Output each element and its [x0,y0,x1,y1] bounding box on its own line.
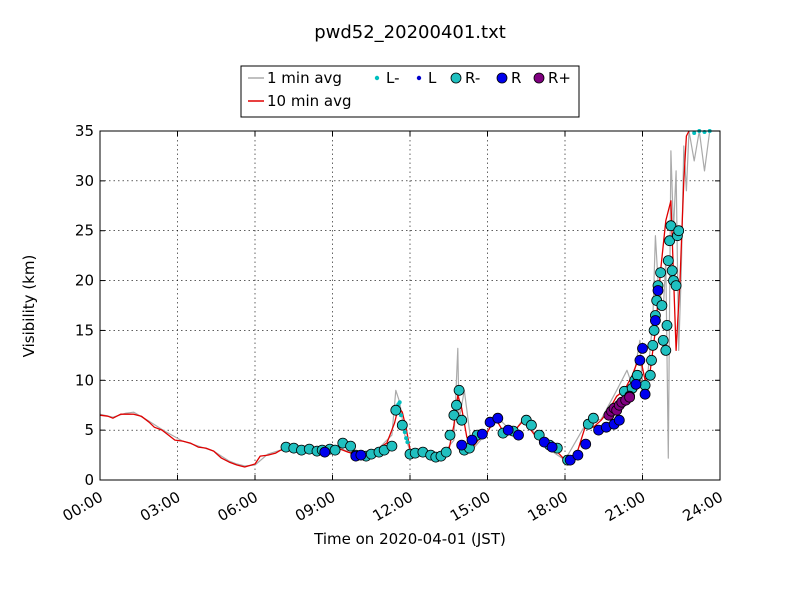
marker-r-minus [526,419,537,431]
marker-r-minus [453,384,465,396]
marker-r [355,449,367,461]
marker-r [502,424,514,436]
marker-r [319,446,331,458]
marker-l-minus [399,413,403,418]
marker-r-minus [666,265,678,277]
marker-r-minus [456,414,468,426]
marker-r [476,428,488,440]
legend-swatch-circle [450,72,462,84]
marker-l-minus [405,440,410,445]
marker-r-minus [440,446,452,458]
marker-r-minus [448,409,460,421]
marker-r [538,436,550,448]
legend-label: R+ [548,69,571,87]
legend-box [240,65,580,118]
marker-r [564,454,576,466]
y-tick-label: 10 [75,371,94,389]
marker-r [637,342,648,354]
marker-r [572,449,584,461]
marker-r-minus [444,429,456,441]
marker-r-minus [670,280,682,292]
marker-r-minus [648,324,660,336]
legend-entry: L [416,69,437,87]
marker-r-minus [660,344,672,356]
chart-title: pwd52_20200401.txt [314,22,506,43]
legend-entry: 10 min avg [248,92,352,110]
y-axis-label: Visibility (km) [20,255,38,358]
marker-r-minus [588,412,599,424]
marker-r-minus [647,339,659,351]
plot-area [99,129,720,468]
y-tick-label: 35 [75,122,94,140]
marker-r [580,438,592,450]
legend-entry: R+ [533,69,571,87]
marker-r-minus [656,300,668,311]
marker-r [650,315,661,326]
legend-label: 10 min avg [267,92,352,110]
marker-r-minus [661,319,673,331]
y-tick-label: 0 [84,471,94,489]
marker-r-minus [662,255,674,267]
legend-entry: R [496,69,521,87]
x-axis-label: Time on 2020-04-01 (JST) [313,530,506,548]
marker-r-minus [639,379,651,391]
marker-r [546,441,558,453]
marker-r-minus [390,404,402,416]
marker-r [456,439,468,451]
legend-entry: 1 min avg [248,69,342,87]
marker-l-minus [402,430,407,435]
legend-label: 1 min avg [267,69,342,87]
legend-label: R- [465,69,480,87]
marker-r-minus [657,334,669,346]
marker-r-minus [664,235,675,247]
y-tick-label: 5 [84,421,94,439]
marker-r-minus [631,369,643,381]
marker-r-minus [646,354,657,366]
legend-swatch-dot [374,75,380,81]
marker-l-minus [692,131,697,135]
legend-entry: L- [374,69,400,87]
marker-l-minus [404,436,409,441]
legend-swatch-dot [416,75,422,81]
marker-r-minus [665,220,677,232]
marker-r [492,412,504,424]
legend-label: L [428,69,437,87]
legend-swatch-circle [533,72,545,84]
marker-r-minus [644,369,656,381]
marker-r-minus [329,444,341,456]
marker-r-minus [655,267,666,279]
marker-r-plus [624,391,635,403]
series-1min-line [99,130,720,467]
legend-entry: R- [450,69,480,87]
marker-r [513,429,524,441]
marker-r [466,434,478,446]
legend-label: L- [386,69,400,87]
legend-label: R [511,69,521,87]
legend-swatch-circle [496,72,508,84]
y-tick-label: 25 [75,222,94,240]
y-tick-label: 30 [75,172,94,190]
marker-r-minus [386,440,398,452]
marker-r-minus [451,399,462,411]
marker-r [639,388,651,400]
marker-l-minus [397,400,402,405]
legend: 1 min avg L- L R- R R+ 10 min avg [240,65,580,118]
marker-r [634,354,646,366]
marker-r-minus [673,225,685,237]
marker-r [613,414,625,426]
y-tick-label: 15 [75,321,94,339]
marker-r [652,285,664,296]
marker-r-minus [345,440,357,452]
marker-r-minus [396,419,408,431]
y-tick-label: 20 [75,272,94,290]
marker-r [630,378,642,390]
